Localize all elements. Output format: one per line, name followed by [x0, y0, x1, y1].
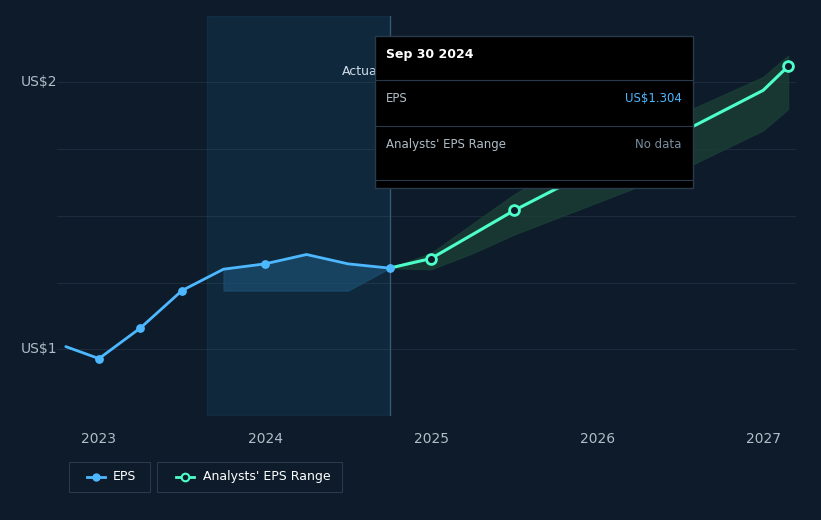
- Text: No data: No data: [635, 138, 682, 151]
- Point: [134, 324, 147, 332]
- Point: [383, 264, 396, 272]
- Point: [176, 287, 189, 295]
- Point: [424, 254, 438, 263]
- Text: US$1: US$1: [21, 342, 57, 356]
- Text: Analysts Forecasts: Analysts Forecasts: [398, 66, 515, 79]
- Point: [590, 166, 603, 175]
- Text: EPS: EPS: [387, 92, 408, 105]
- Point: [259, 259, 272, 268]
- Text: Analysts' EPS Range: Analysts' EPS Range: [387, 138, 507, 151]
- Text: Actual: Actual: [342, 66, 381, 79]
- Text: Analysts' EPS Range: Analysts' EPS Range: [203, 471, 331, 484]
- Point: [93, 355, 106, 363]
- Text: 2026: 2026: [580, 432, 615, 446]
- Point: [782, 62, 795, 71]
- Text: 2025: 2025: [414, 432, 448, 446]
- Text: 2027: 2027: [745, 432, 781, 446]
- Text: 2023: 2023: [81, 432, 117, 446]
- Bar: [207, 16, 389, 416]
- Text: 2024: 2024: [247, 432, 282, 446]
- Text: US$2: US$2: [21, 75, 57, 89]
- Text: EPS: EPS: [113, 471, 136, 484]
- Text: Sep 30 2024: Sep 30 2024: [387, 48, 474, 61]
- Point: [507, 206, 521, 215]
- FancyBboxPatch shape: [375, 36, 693, 188]
- Text: US$1.304: US$1.304: [625, 92, 682, 105]
